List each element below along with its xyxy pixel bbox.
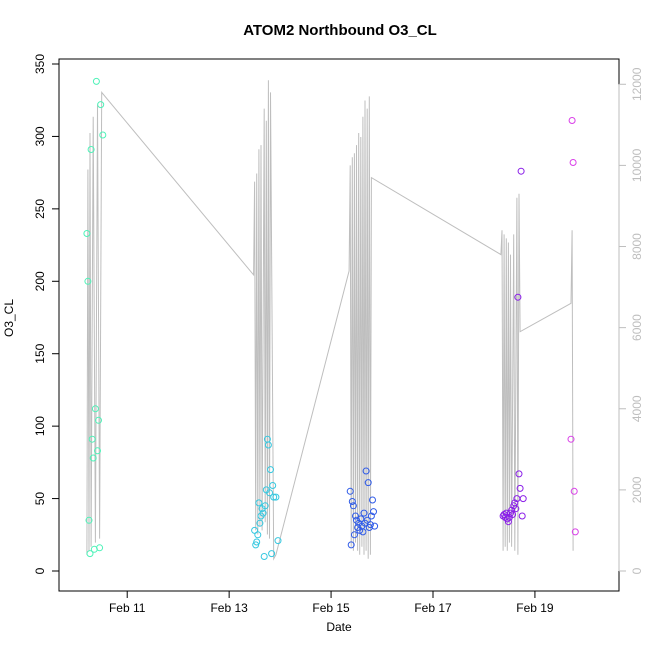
x-tick-label: Feb 17 [414,601,452,615]
data-point-series-2 [269,482,277,489]
data-point-series-1 [97,101,105,109]
data-point-series-1 [87,146,95,153]
data-point-series-5 [569,159,577,166]
y2-tick-label: 12000 [630,67,644,101]
chart-title: ATOM2 Northbound O3_CL [243,22,437,39]
data-point-series-1 [86,550,94,558]
data-point-series-3 [357,515,365,523]
x-tick-label: Feb 13 [210,601,248,615]
data-point-series-3 [349,502,357,510]
data-point-series-3 [347,541,355,549]
secondary-y-axis: 0 2000 4000 6000 8000 10000 12000 [618,67,644,574]
data-point-series-2 [255,499,263,507]
data-point-series-5 [570,487,578,495]
data-point-series-2 [270,493,278,501]
data-point-series-4 [519,495,527,503]
data-point-series-2 [272,493,280,501]
data-point-series-1 [85,516,93,524]
data-point-series-4 [509,511,517,518]
data-point-series-2 [256,519,264,527]
y2-tick-label: 4000 [630,395,644,422]
secondary-trace-line [86,80,574,561]
y-tick-label: 100 [33,416,47,436]
y-tick-label: 350 [33,54,47,74]
data-point-series-1 [88,435,96,443]
data-point-series-2 [267,466,274,474]
y2-tick-label: 10000 [630,148,644,182]
data-point-series-3 [370,508,377,516]
data-point-series-5 [567,435,575,443]
data-point-series-4 [512,505,520,513]
data-point-series-1 [83,230,91,237]
y-axis: 0 50 100 150 200 250 300 350 [33,54,60,574]
data-point-series-3 [360,509,368,517]
y-tick-label: 300 [33,126,47,146]
data-point-series-2 [253,538,261,546]
y-tick-label: 50 [33,492,47,506]
data-point-series-1 [96,544,104,552]
data-point-series-3 [364,479,372,487]
data-point-series-3 [359,528,367,536]
x-tick-label: Feb 11 [109,601,146,615]
data-point-series-2 [261,502,269,510]
data-point-series-2 [259,509,267,517]
x-axis: Feb 11 Feb 13 Feb 15 Feb 17 Feb 19 [109,590,554,615]
data-point-series-1 [89,454,97,462]
data-point-series-3 [350,531,358,539]
secondary-trace-layer [86,80,574,561]
data-point-series-2 [264,441,272,449]
data-point-series-3 [352,512,359,520]
data-point-series-5 [571,528,579,536]
y-tick-label: 250 [33,199,47,219]
data-point-series-2 [268,550,276,558]
x-tick-label: Feb 15 [312,601,350,615]
x-tick-label: Feb 19 [516,601,554,615]
data-point-series-3 [366,521,374,529]
data-point-series-3 [348,498,356,505]
data-point-series-3 [356,526,364,534]
y-tick-label: 200 [33,271,47,291]
data-point-series-4 [508,506,516,514]
data-point-series-3 [371,522,379,530]
y2-tick-label: 8000 [630,233,644,260]
data-point-series-1 [92,77,100,85]
data-point-series-3 [369,496,376,504]
data-point-series-4 [516,484,524,492]
data-point-series-1 [94,447,101,455]
data-point-series-2 [252,541,260,549]
data-point-series-3 [367,512,375,520]
data-point-series-3 [362,467,370,475]
y-tick-label: 150 [33,343,47,363]
data-point-series-2 [266,489,273,497]
x-axis-label: Date [326,620,352,634]
y2-tick-label: 2000 [630,476,644,503]
data-point-series-4 [504,518,512,526]
data-point-series-4 [517,167,525,175]
data-point-series-3 [346,487,354,495]
y2-tick-label: 0 [630,567,644,574]
data-point-series-4 [514,293,522,301]
y2-tick-label: 6000 [630,314,644,341]
data-point-series-2 [274,537,282,545]
data-point-series-1 [91,405,99,413]
y-axis-label: O3_CL [2,299,16,337]
y-tick-label: 0 [33,567,47,574]
data-point-series-1 [84,277,92,285]
data-point-series-2 [254,531,262,539]
data-point-series-4 [515,470,523,478]
points-layer [83,77,579,560]
data-point-series-4 [518,512,526,520]
data-point-series-1 [99,131,107,139]
data-point-series-2 [260,553,268,560]
data-point-series-5 [568,117,576,124]
plot-frame [58,58,620,592]
data-point-series-1 [95,416,102,424]
